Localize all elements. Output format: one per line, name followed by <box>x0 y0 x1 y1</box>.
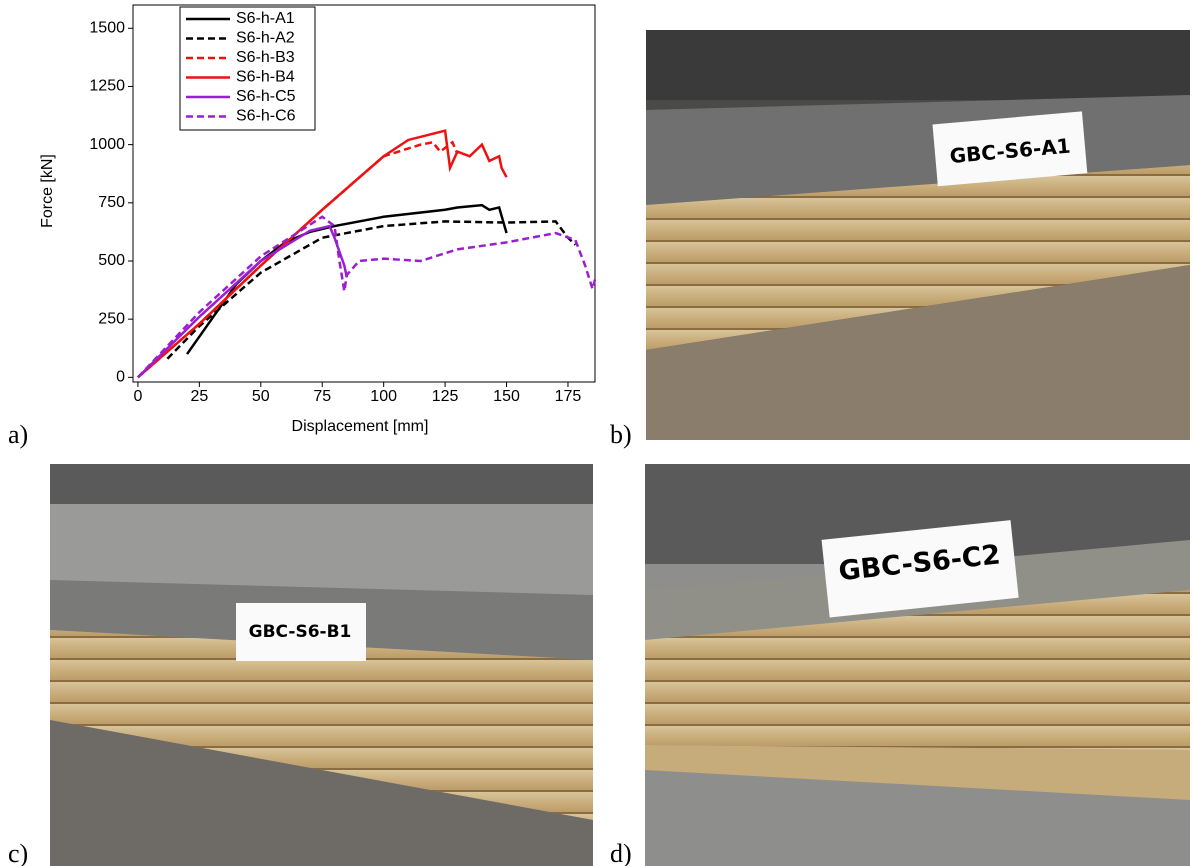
photo-d: GBC-S6-C2 <box>645 464 1190 866</box>
series-line <box>138 226 347 377</box>
y-tick-label: 500 <box>98 252 125 269</box>
legend-label: S6-h-C5 <box>236 88 296 105</box>
x-tick-label: 125 <box>432 388 459 405</box>
figure: GBC-S6-A1 GBC-S6-B1 GBC-S6-C2 a) b) c) d… <box>0 0 1193 866</box>
y-tick-label: 1500 <box>89 19 125 36</box>
y-tick-label: 1250 <box>89 78 125 95</box>
x-tick-label: 50 <box>252 388 270 405</box>
y-tick-label: 0 <box>116 369 125 386</box>
legend-label: S6-h-B4 <box>236 69 295 86</box>
panel-label: a) <box>8 420 28 449</box>
chart: Force [kN] Displacement [mm] 0 25 50 75 100 1… <box>39 5 595 435</box>
photo-b: GBC-S6-A1 <box>646 30 1190 440</box>
y-tick-label: 750 <box>98 194 125 211</box>
x-tick-label: 25 <box>190 388 208 405</box>
legend-label: S6-h-B3 <box>236 49 295 66</box>
legend-label: S6-h-A2 <box>236 30 295 47</box>
panel-label: d) <box>610 839 632 866</box>
panel-label: c) <box>8 839 28 866</box>
x-tick-label: 175 <box>555 388 582 405</box>
series-line <box>138 217 595 378</box>
legend-label: S6-h-A1 <box>236 10 295 27</box>
x-axis-label: Displacement [mm] <box>292 418 429 435</box>
x-tick-label: 100 <box>370 388 397 405</box>
panel-label: b) <box>610 420 632 449</box>
y-tick-label: 1000 <box>89 136 125 153</box>
legend-label: S6-h-C6 <box>236 108 296 125</box>
photo-c: GBC-S6-B1 <box>50 464 593 866</box>
series-line <box>138 131 507 378</box>
x-tick-label: 150 <box>493 388 520 405</box>
photo-sign: GBC-S6-B1 <box>249 622 352 642</box>
x-tick-label: 75 <box>313 388 331 405</box>
x-tick-label: 0 <box>133 388 142 405</box>
y-axis-label: Force [kN] <box>39 154 56 228</box>
y-tick-label: 250 <box>98 310 125 327</box>
